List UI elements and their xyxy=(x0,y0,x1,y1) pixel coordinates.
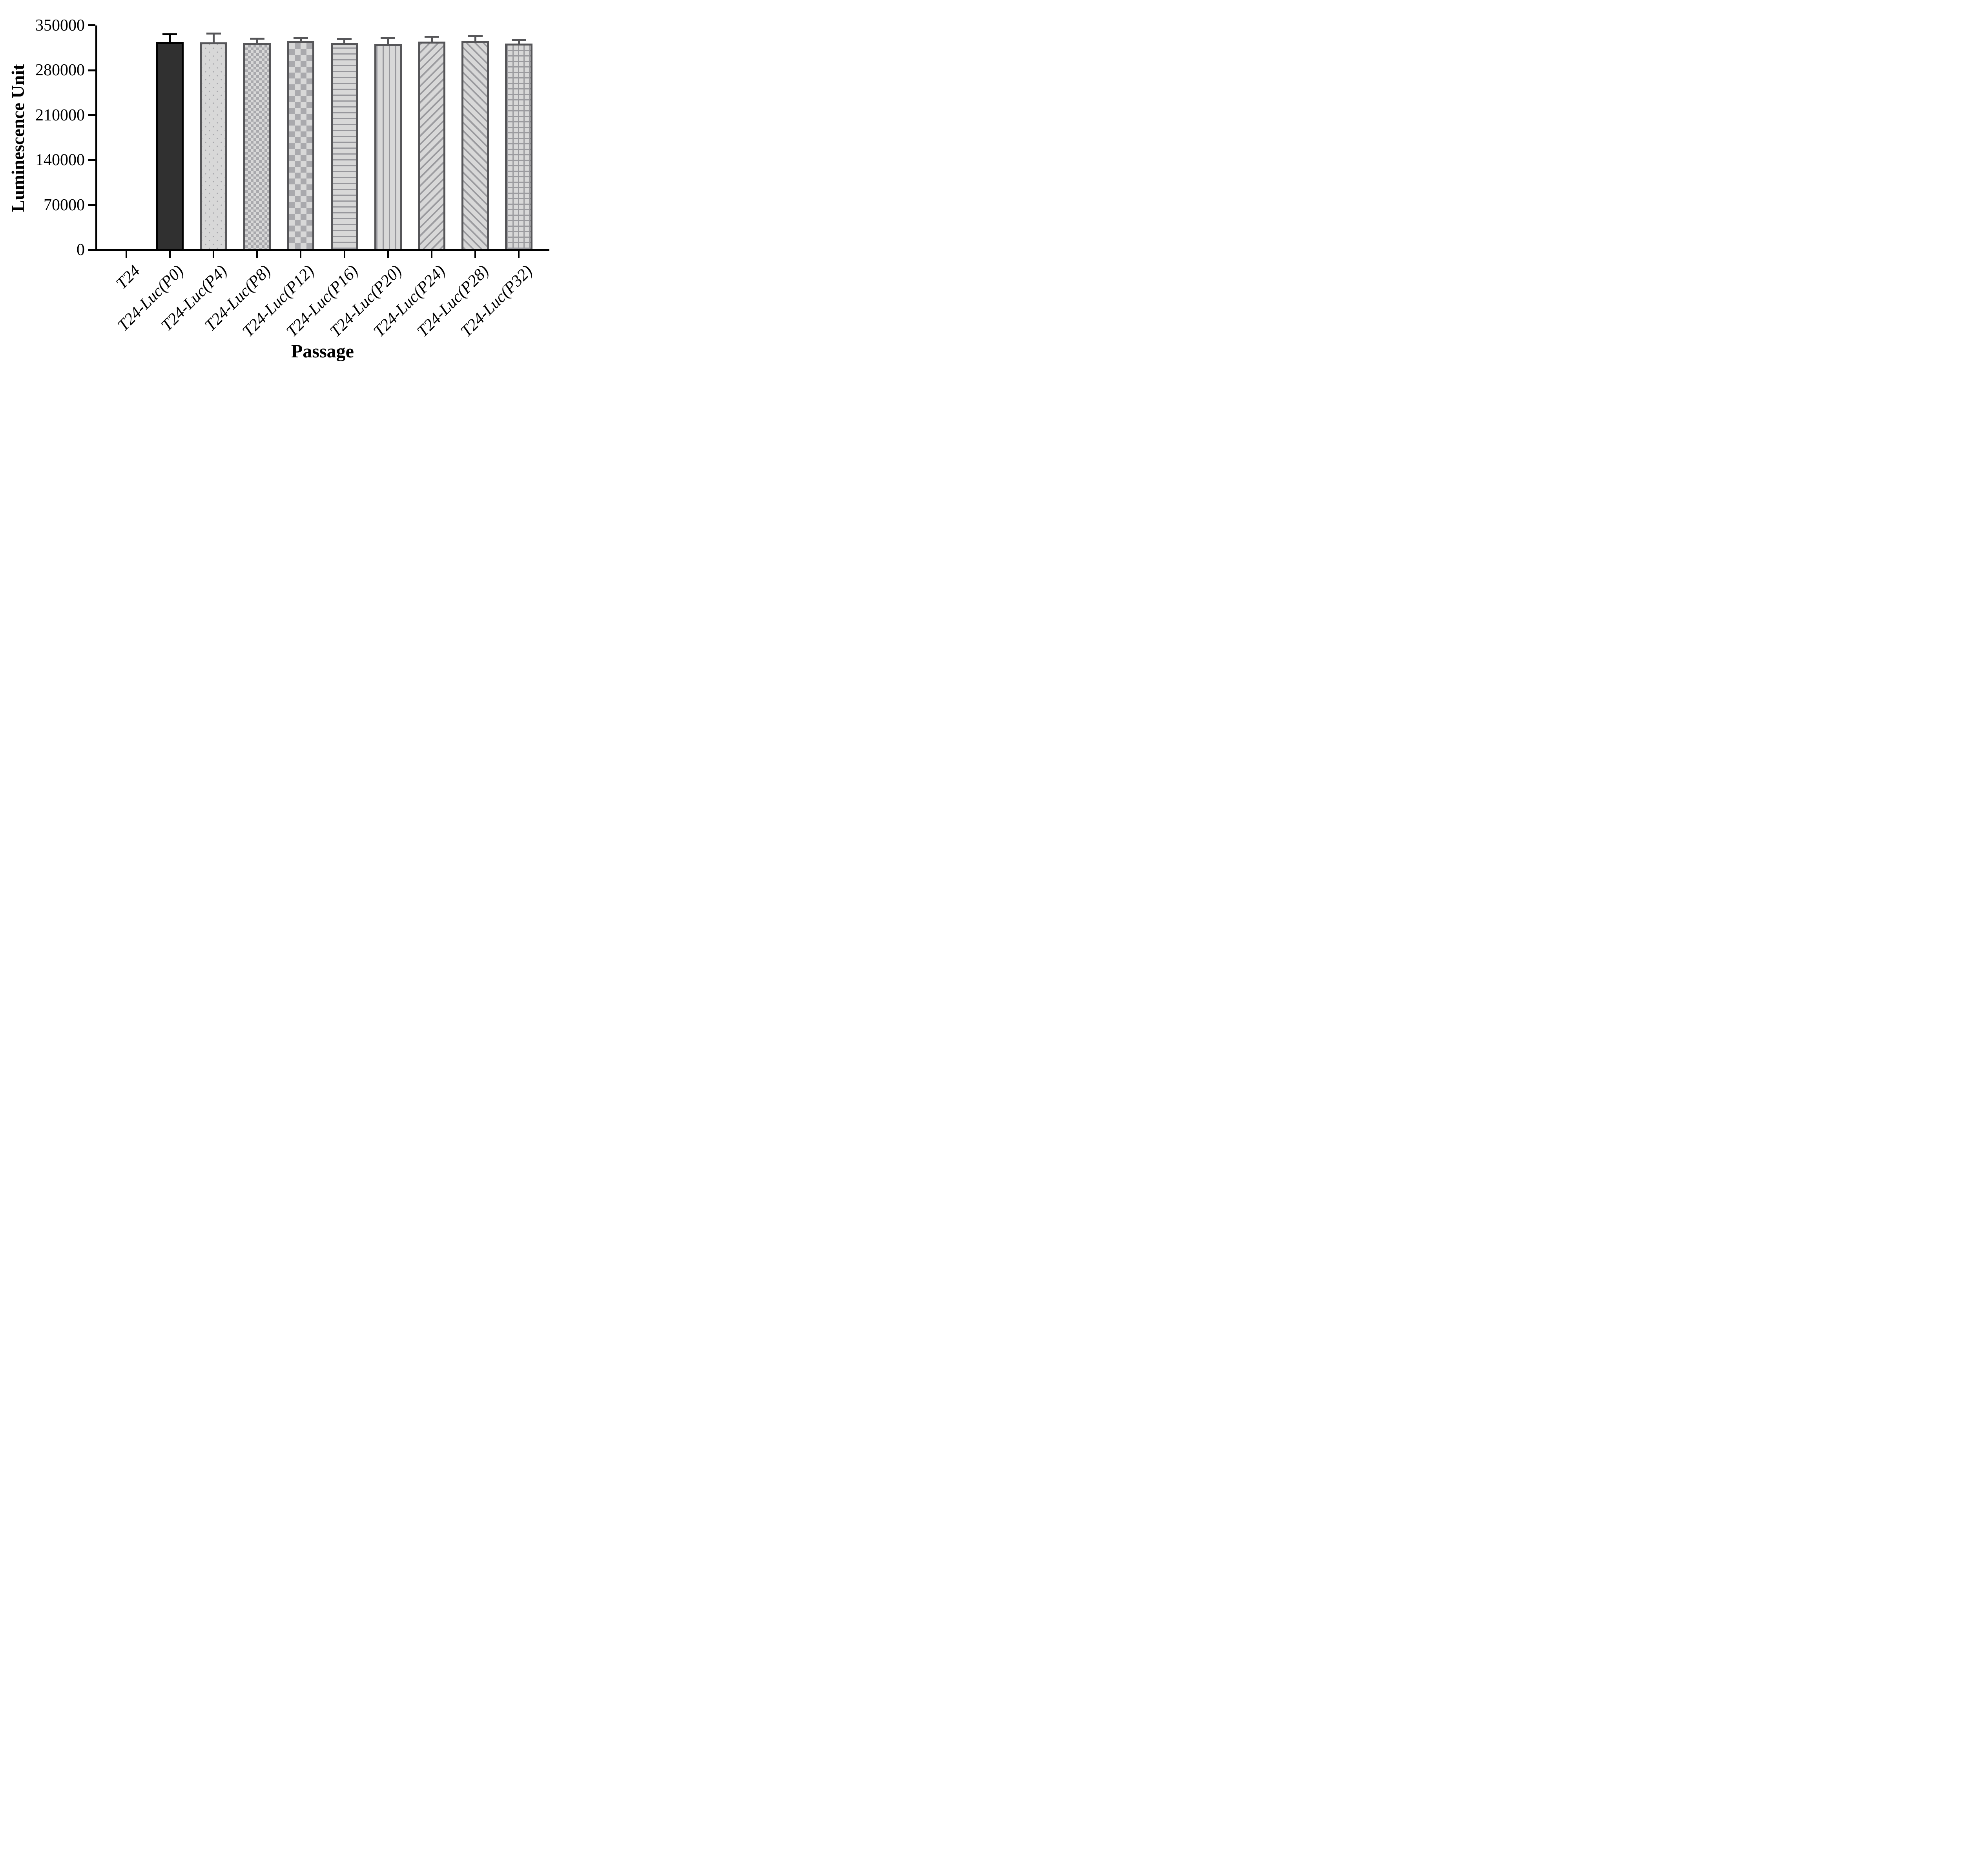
x-tick xyxy=(431,251,432,258)
y-tick-label: 70000 xyxy=(44,196,85,214)
y-tick xyxy=(88,249,95,251)
x-tick xyxy=(518,251,520,258)
y-tick xyxy=(88,24,95,26)
x-tick xyxy=(125,251,127,258)
x-tick xyxy=(343,251,345,258)
x-tick xyxy=(256,251,258,258)
y-tick xyxy=(88,69,95,71)
bar-T24-Luc(P32) xyxy=(505,44,533,249)
x-axis-title: Passage xyxy=(291,341,354,362)
x-tick xyxy=(300,251,302,258)
bar-T24-Luc(P24) xyxy=(418,42,445,249)
error-cap-T24-Luc(P16) xyxy=(337,38,352,40)
error-cap-T24-Luc(P28) xyxy=(468,35,483,37)
x-axis-line xyxy=(95,249,549,251)
error-cap-T24-Luc(P20) xyxy=(381,37,396,39)
bar-T24-Luc(P20) xyxy=(374,44,402,249)
error-cap-T24-Luc(P12) xyxy=(293,37,308,39)
error-cap-T24-Luc(P4) xyxy=(206,33,221,35)
x-tick xyxy=(387,251,389,258)
x-tick xyxy=(169,251,171,258)
error-cap-T24-Luc(P24) xyxy=(424,36,439,38)
bar-T24-Luc(P4) xyxy=(200,42,227,249)
y-tick-label: 140000 xyxy=(35,151,85,169)
error-cap-T24-Luc(P32) xyxy=(511,38,526,41)
y-tick-label: 350000 xyxy=(35,16,85,35)
y-tick xyxy=(88,204,95,206)
y-tick xyxy=(88,159,95,161)
bar-T24-Luc(P28) xyxy=(461,41,489,249)
y-tick-label: 0 xyxy=(77,241,85,259)
bar-T24-Luc(P16) xyxy=(330,43,358,249)
bar-chart-figure: Luminescence Unit Passage 0 70000 140000 21… xyxy=(0,0,560,375)
x-tick xyxy=(474,251,476,258)
y-tick xyxy=(88,114,95,116)
error-cap-T24-Luc(P8) xyxy=(250,37,264,40)
y-axis-line xyxy=(95,25,97,251)
bar-T24-Luc(P8) xyxy=(243,42,271,249)
bar-T24-Luc(P12) xyxy=(287,41,315,249)
y-tick-label: 210000 xyxy=(35,106,85,124)
x-tick xyxy=(213,251,214,258)
y-tick-label: 280000 xyxy=(35,61,85,79)
bar-T24-Luc(P0) xyxy=(156,42,184,249)
error-cap-T24-Luc(P0) xyxy=(162,33,177,35)
error-bar-T24-Luc(P0) xyxy=(169,34,171,48)
error-bar-T24-Luc(P4) xyxy=(212,33,215,48)
